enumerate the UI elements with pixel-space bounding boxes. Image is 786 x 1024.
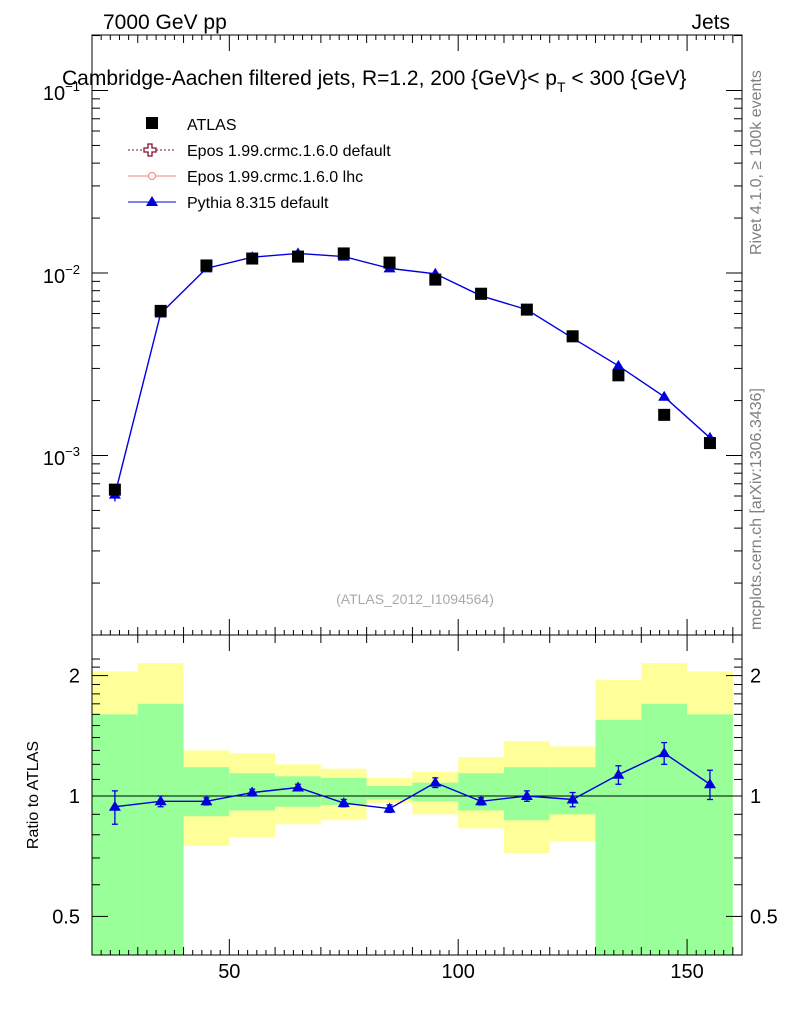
- atlas-point: [154, 304, 167, 317]
- legend-atlas-marker: [146, 117, 158, 129]
- uncertainty-band-green: [641, 703, 688, 955]
- atlas-point: [337, 247, 350, 260]
- ytick-label-1e-3: 10−3: [43, 444, 80, 470]
- atlas-point: [612, 369, 625, 382]
- legend-epos-lhc-marker: [148, 172, 156, 180]
- atlas-point: [383, 256, 396, 269]
- ratio-panel: 0.5 0.5 1 1 2 2 50 100 150 Ratio to ATLAS: [25, 634, 778, 983]
- uncertainty-band-green: [595, 719, 642, 955]
- legend-epos-default-marker: [143, 143, 157, 157]
- uncertainty-band-green: [275, 776, 321, 807]
- legend-pythia-marker: [146, 196, 158, 206]
- atlas-point: [658, 408, 671, 421]
- legend-epos-default-label: Epos 1.99.crmc.1.6.0 default: [187, 143, 391, 160]
- atlas-point: [200, 259, 213, 272]
- pythia-ratio-point: [703, 778, 716, 789]
- atlas-point: [291, 250, 304, 263]
- header-right: Jets: [691, 11, 730, 34]
- ratio-ytick-label-left: 0.5: [52, 906, 80, 928]
- legend: ATLAS Epos 1.99.crmc.1.6.0 default Epos …: [128, 117, 391, 212]
- mcplots-label: mcplots.cern.ch [arXiv:1306.3436]: [748, 388, 765, 630]
- pythia-ratio-point: [154, 795, 167, 806]
- uncertainty-band-green: [687, 714, 733, 955]
- pythia-ratio-line: [114, 752, 711, 810]
- pythia-point: [612, 359, 625, 370]
- pythia-ratio-point: [475, 795, 488, 806]
- pythia-ratio-point: [520, 790, 533, 800]
- ratio-ytick-label-right: 1: [750, 786, 761, 808]
- pythia-line: [114, 252, 711, 495]
- legend-pythia-label: Pythia 8.315 default: [187, 195, 329, 212]
- header-left: 7000 GeV pp: [103, 11, 227, 34]
- legend-atlas-label: ATLAS: [187, 117, 237, 134]
- ytick-label-1e-2: 10−2: [43, 262, 80, 288]
- atlas-point: [520, 303, 533, 316]
- ratio-ytick-label-left: 1: [69, 786, 80, 808]
- ratio-ylabel: Ratio to ATLAS: [25, 741, 42, 849]
- ratio-ytick-label-left: 2: [69, 666, 80, 688]
- ytick-label-1e-1: 10−1: [43, 79, 80, 105]
- analysis-watermark: (ATLAS_2012_I1094564): [336, 591, 494, 607]
- pythia-ratio-point: [200, 795, 213, 806]
- atlas-point: [475, 287, 488, 300]
- rivet-label: Rivet 4.1.0, ≥ 100k events: [748, 70, 765, 255]
- atlas-point: [703, 437, 716, 450]
- pythia-ratio-point: [246, 786, 259, 797]
- xtick-label: 50: [218, 961, 240, 983]
- ratio-ytick-label-right: 0.5: [750, 906, 778, 928]
- ratio-frame: [91, 634, 743, 956]
- pythia-ratio-point: [337, 797, 350, 808]
- atlas-point: [429, 273, 442, 286]
- uncertainty-band-green: [366, 785, 413, 800]
- pythia-ratio-point: [612, 768, 625, 779]
- atlas-point: [566, 330, 579, 343]
- xtick-label: 150: [670, 961, 703, 983]
- chart-title: Cambridge-Aachen filtered jets, R=1.2, 2…: [62, 67, 686, 95]
- atlas-point: [108, 483, 121, 496]
- pythia-ratio-point: [566, 793, 579, 804]
- pythia-ratio-point: [429, 776, 442, 787]
- pythia-ratio-point: [108, 800, 121, 811]
- pythia-ratio-point: [658, 747, 671, 758]
- uncertainty-band-green: [183, 767, 230, 817]
- pythia-point: [658, 390, 671, 401]
- pythia-ratio-point: [383, 802, 396, 813]
- atlas-point: [246, 252, 259, 265]
- pythia-ratio-point: [291, 781, 304, 792]
- main-panel: 10−1 10−2 10−3: [43, 34, 743, 636]
- uncertainty-band-green: [137, 703, 184, 955]
- ratio-ytick-label-right: 2: [750, 666, 761, 688]
- xtick-label: 100: [442, 961, 475, 983]
- legend-epos-lhc-label: Epos 1.99.crmc.1.6.0 lhc: [187, 169, 363, 186]
